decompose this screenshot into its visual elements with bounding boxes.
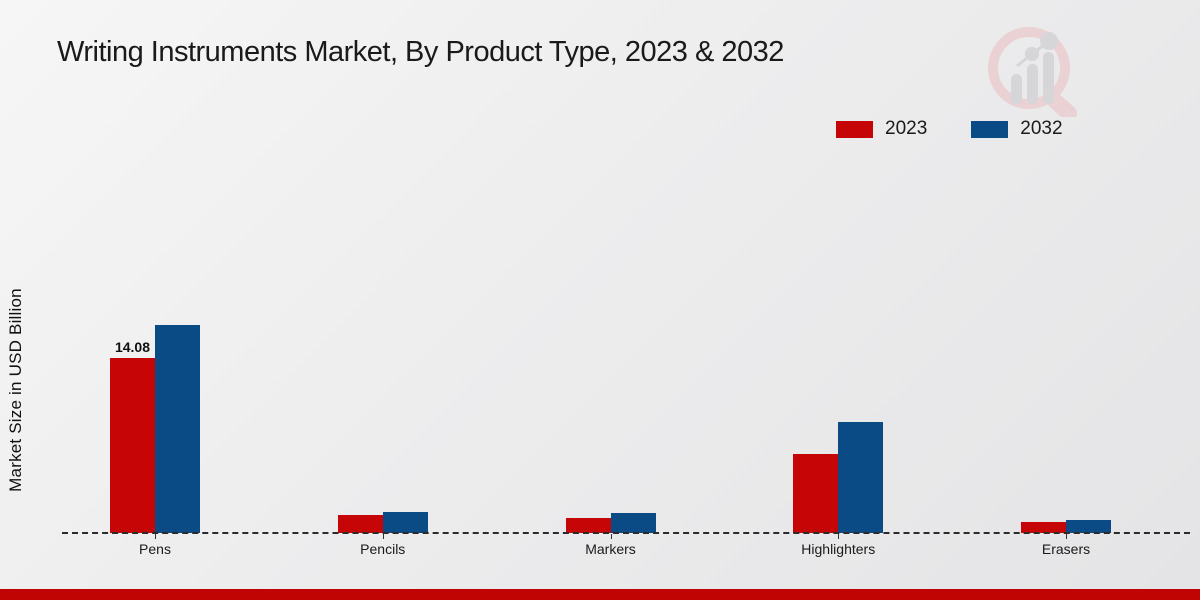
legend-label-2023: 2023: [885, 118, 928, 139]
x-axis-category-label: Pens: [139, 541, 171, 557]
legend-item-2032: 2032: [971, 118, 1063, 140]
x-axis-tick: [610, 534, 612, 539]
legend-swatch-2032: [971, 120, 1009, 138]
bar-highlighters-2032: [838, 422, 884, 533]
bar-pencils-2023: [337, 515, 383, 533]
x-axis-category-label: Markers: [585, 541, 636, 557]
zero-baseline: [62, 532, 1190, 534]
market-research-future-logo-icon: [988, 27, 1077, 117]
bar-markers-2023: [565, 518, 611, 533]
x-axis-tick: [155, 534, 156, 539]
bar-erasers-2023: [1021, 522, 1066, 533]
footer-accent-band: [0, 589, 1200, 600]
x-axis-category-label: Erasers: [1041, 541, 1091, 557]
bar-markers-2032: [610, 513, 656, 533]
legend: 2023 2032: [836, 118, 1063, 140]
bar-value-label: 14.08: [114, 338, 151, 355]
x-axis-tick: [838, 534, 840, 539]
bar-pencils-2032: [382, 512, 428, 533]
legend-label-2032: 2032: [1020, 118, 1063, 139]
x-axis-tick: [382, 534, 384, 539]
chart-title: Writing Instruments Market, By Product T…: [57, 36, 784, 68]
legend-item-2023: 2023: [836, 118, 927, 140]
x-axis-category-label: Pencils: [360, 541, 406, 557]
bar-highlighters-2023: [793, 454, 839, 533]
bar-pens-2023: [110, 358, 155, 533]
bar-erasers-2032: [1066, 520, 1111, 533]
bar-pens-2032: [155, 325, 200, 533]
x-axis-category-label: Highlighters: [801, 541, 876, 557]
x-axis-tick: [1066, 534, 1067, 539]
legend-swatch-2023: [836, 120, 873, 138]
